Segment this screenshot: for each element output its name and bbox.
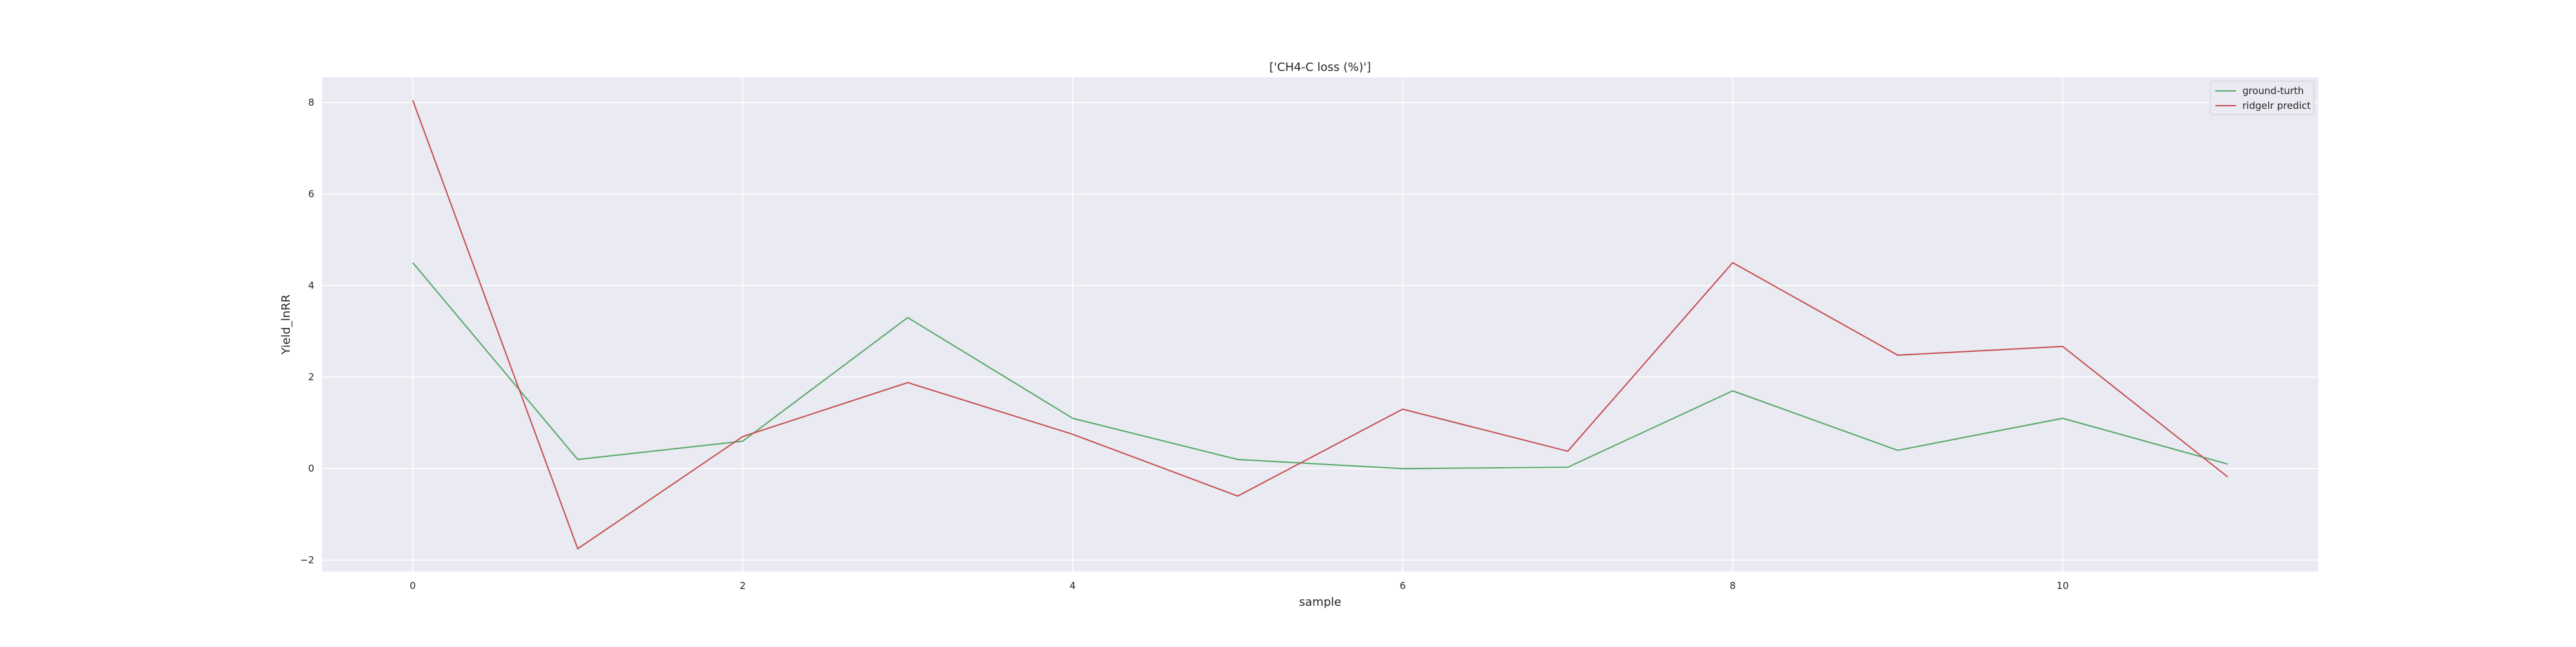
y-axis-label: Yield_lnRR <box>279 295 293 355</box>
series-lines <box>412 100 2228 550</box>
grid-lines <box>322 77 2318 572</box>
tick-labels: 0 2 4 6 8 10 −2 0 2 4 6 8 <box>300 97 2069 592</box>
y-tick-label: 4 <box>308 280 314 291</box>
x-tick-label: 0 <box>410 580 416 592</box>
x-tick-label: 2 <box>740 580 746 592</box>
legend: ground-turth ridgelr predict <box>2210 81 2315 115</box>
series-line-0 <box>412 262 2228 470</box>
legend-box <box>2210 81 2315 115</box>
plot-area <box>322 77 2318 572</box>
y-tick-label: 8 <box>308 97 314 108</box>
chart-title: ['CH4-C loss (%)'] <box>1269 61 1371 74</box>
y-tick-label: 2 <box>308 371 314 383</box>
x-axis-label: sample <box>1299 595 1341 609</box>
y-tick-label: −2 <box>300 554 314 566</box>
y-tick-label: 6 <box>308 188 314 200</box>
series-line-1 <box>412 100 2228 550</box>
x-tick-label: 10 <box>2056 580 2069 592</box>
legend-label-ground-truth: ground-turth <box>2242 85 2304 97</box>
legend-label-ridgelr-predict: ridgelr predict <box>2242 100 2311 111</box>
x-tick-label: 6 <box>1399 580 1406 592</box>
x-tick-label: 4 <box>1070 580 1076 592</box>
x-tick-label: 8 <box>1730 580 1736 592</box>
y-tick-label: 0 <box>308 463 314 474</box>
